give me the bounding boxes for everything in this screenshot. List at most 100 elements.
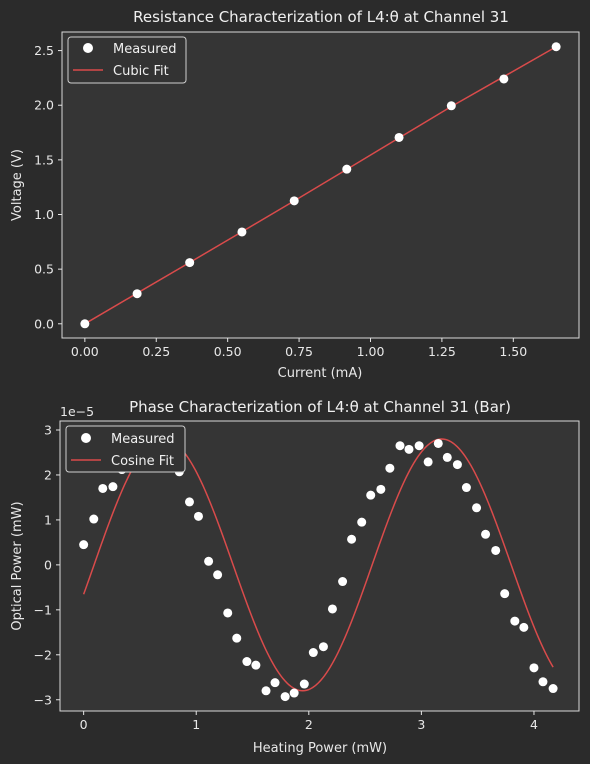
data-point xyxy=(538,677,548,687)
chart1-points xyxy=(80,42,561,329)
x-tick-label: 0.50 xyxy=(214,344,242,359)
data-point xyxy=(519,622,529,632)
y-tick-label: −2 xyxy=(34,647,52,662)
chart1-fit-line xyxy=(84,46,557,325)
data-point xyxy=(433,438,443,448)
data-point xyxy=(446,101,456,111)
x-tick-label: 0 xyxy=(80,717,88,732)
data-point xyxy=(79,540,89,550)
x-tick-label: 3 xyxy=(417,717,425,732)
data-point xyxy=(395,441,405,451)
chart-resistance: Resistance Characterization of L4:θ at C… xyxy=(10,8,580,381)
chart2-legend-fit: Cosine Fit xyxy=(111,454,174,469)
data-point xyxy=(280,692,290,702)
data-point xyxy=(193,511,203,521)
data-point xyxy=(327,604,337,614)
data-point xyxy=(404,444,414,454)
y-tick-label: 0.0 xyxy=(34,316,54,331)
x-tick-label: 1 xyxy=(192,717,200,732)
data-point xyxy=(342,164,352,174)
data-point xyxy=(461,483,471,493)
data-point xyxy=(529,663,539,673)
data-point xyxy=(237,227,247,237)
data-point xyxy=(481,529,491,539)
data-point xyxy=(80,319,90,329)
y-tick-label: 1.5 xyxy=(34,152,54,167)
data-point xyxy=(491,545,501,555)
data-point xyxy=(289,688,299,698)
data-point xyxy=(347,534,357,544)
data-point xyxy=(89,514,99,524)
chart2-legend-marker xyxy=(81,433,91,443)
chart2-title: Phase Characterization of L4:θ at Channe… xyxy=(129,398,511,416)
data-point xyxy=(423,457,433,467)
x-tick-label: 1.25 xyxy=(428,344,456,359)
data-point xyxy=(500,589,510,599)
chart1-legend-measured: Measured xyxy=(113,42,177,57)
chart2-points xyxy=(79,429,558,702)
data-point xyxy=(223,608,233,618)
x-tick-label: 1.00 xyxy=(357,344,385,359)
x-tick-label: 2 xyxy=(305,717,313,732)
y-tick-label: −1 xyxy=(34,602,52,617)
chart1-x-ticks: 0.00 0.25 0.50 0.75 1.00 1.25 1.50 xyxy=(71,338,527,359)
data-point xyxy=(242,657,252,667)
data-point xyxy=(357,517,367,527)
y-tick-label: 1 xyxy=(44,512,52,527)
chart2-legend: Measured Cosine Fit xyxy=(65,425,186,473)
data-point xyxy=(442,452,452,462)
data-point xyxy=(452,460,462,470)
x-tick-label: 0.75 xyxy=(285,344,313,359)
data-point xyxy=(108,482,118,492)
data-point xyxy=(251,660,261,670)
x-tick-label: 1.50 xyxy=(499,344,527,359)
data-point xyxy=(551,42,561,52)
data-point xyxy=(261,686,271,696)
data-point xyxy=(185,258,195,268)
chart2-y-axis-label: Optical Power (mW) xyxy=(10,501,25,630)
data-point xyxy=(472,503,482,513)
x-tick-label: 0.00 xyxy=(71,344,99,359)
data-point xyxy=(499,74,509,84)
chart2-x-axis-label: Heating Power (mW) xyxy=(253,741,387,756)
y-tick-label: 2 xyxy=(44,467,52,482)
data-point xyxy=(232,633,242,643)
data-point xyxy=(184,497,194,507)
x-tick-label: 0.25 xyxy=(142,344,170,359)
x-tick-label: 4 xyxy=(530,717,538,732)
data-point xyxy=(132,289,142,299)
chart2-y-ticks: −3 −2 −1 0 1 2 3 xyxy=(34,422,60,707)
data-point xyxy=(510,616,520,626)
y-tick-label: 0 xyxy=(44,557,52,572)
data-point xyxy=(414,441,424,451)
y-tick-label: 3 xyxy=(44,422,52,437)
data-point xyxy=(289,196,299,206)
data-point xyxy=(213,570,223,580)
data-point xyxy=(548,684,558,694)
chart2-x-ticks: 0 1 2 3 4 xyxy=(80,711,538,732)
chart1-legend-fit: Cubic Fit xyxy=(113,64,169,79)
chart1-legend-marker xyxy=(83,43,93,53)
data-point xyxy=(394,132,404,142)
chart1-y-axis-label: Voltage (V) xyxy=(10,149,25,221)
y-tick-label: 1.0 xyxy=(34,207,54,222)
y-tick-label: 2.5 xyxy=(34,43,54,58)
chart2-legend-measured: Measured xyxy=(111,432,175,447)
data-point xyxy=(376,484,386,494)
chart1-legend-box xyxy=(67,36,187,84)
data-point xyxy=(204,556,214,566)
chart1-title: Resistance Characterization of L4:θ at C… xyxy=(133,8,509,26)
data-point xyxy=(366,490,376,500)
chart1-x-axis-label: Current (mA) xyxy=(278,366,363,381)
chart-phase: Phase Characterization of L4:θ at Channe… xyxy=(10,398,580,756)
chart2-offset-label: 1e−5 xyxy=(60,404,94,419)
data-point xyxy=(299,679,309,689)
data-point xyxy=(338,577,348,587)
chart1-y-ticks: 0.0 0.5 1.0 1.5 2.0 2.5 xyxy=(34,43,62,331)
data-point xyxy=(308,648,318,658)
y-tick-label: −3 xyxy=(34,692,52,707)
data-point xyxy=(318,642,328,652)
data-point xyxy=(270,678,280,688)
y-tick-label: 2.0 xyxy=(34,98,54,113)
